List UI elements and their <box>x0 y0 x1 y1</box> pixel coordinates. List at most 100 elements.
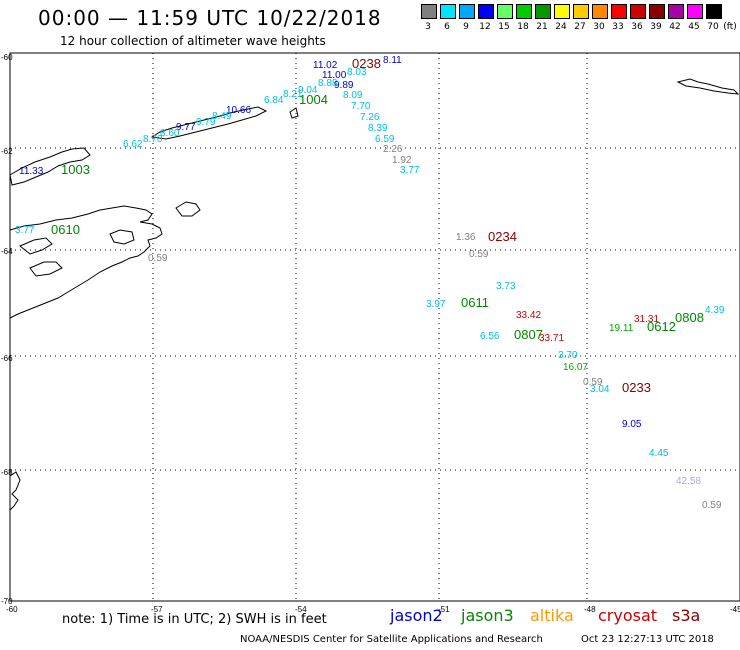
wave-height-value: 1.36 <box>456 232 476 243</box>
legend-swatch <box>573 4 589 19</box>
wave-height-value: 8.49 <box>212 111 232 122</box>
note-text: note: 1) Time is in UTC; 2) SWH is in fe… <box>62 612 327 627</box>
wave-height-value: 1.92 <box>392 155 412 166</box>
legend-label: 3 <box>425 22 431 32</box>
wave-height-value: 8.21 <box>283 89 303 100</box>
credit-text: NOAA/NESDIS Center for Satellite Applica… <box>240 634 543 645</box>
map-frame <box>9 52 740 602</box>
timestamp-text: Oct 23 12:27:13 UTC 2018 <box>581 634 714 645</box>
legend-swatch <box>687 4 703 19</box>
legend-swatch <box>478 4 494 19</box>
pass-time-label: 0238 <box>352 56 381 71</box>
wave-height-value: 8.09 <box>343 90 363 101</box>
wave-height-value: 0.59 <box>583 377 603 388</box>
latitude-label: -70 <box>1 597 13 606</box>
wave-height-value: 8.11 <box>383 55 402 66</box>
legend-swatch <box>668 4 684 19</box>
legend-label: 45 <box>688 22 700 32</box>
island-coast <box>109 229 135 245</box>
wave-height-value: 9.79 <box>196 117 216 128</box>
legend-swatch <box>516 4 532 19</box>
wave-height-value: 7.70 <box>351 101 371 112</box>
longitude-label: -57 <box>151 605 163 614</box>
latitude-label: -64 <box>1 247 13 256</box>
latitude-label: -60 <box>1 53 13 62</box>
wave-height-value: 9.04 <box>298 85 318 96</box>
wave-height-value: 11.00 <box>322 70 347 81</box>
wave-height-value: 33.71 <box>539 333 564 344</box>
longitude-label: -48 <box>584 605 596 614</box>
map-title: 00:00 — 11:59 UTC 10/22/2018 <box>38 6 382 30</box>
wave-height-value: 42.58 <box>676 476 701 487</box>
wave-height-value: 4.39 <box>705 305 725 316</box>
legend-label: 6 <box>444 22 450 32</box>
legend-label: 70 <box>707 22 719 32</box>
wave-height-value: 33.42 <box>516 310 541 321</box>
wave-height-value: 8.60 <box>160 128 180 139</box>
legend-swatch <box>706 4 722 19</box>
wave-height-value: 8.03 <box>347 67 367 78</box>
wave-height-value: 10.66 <box>226 105 251 116</box>
pass-time-label: 0610 <box>51 222 80 237</box>
legend-label: 36 <box>631 22 643 32</box>
wave-height-value: 6.56 <box>480 331 500 342</box>
legend-label: 15 <box>498 22 510 32</box>
wave-height-value: 3.97 <box>426 299 446 310</box>
latitude-label: -66 <box>1 354 13 363</box>
legend-swatch <box>649 4 665 19</box>
wave-height-value: 31.31 <box>634 314 659 325</box>
map-subtitle: 12 hour collection of altimeter wave hei… <box>60 34 326 48</box>
legend-swatch <box>459 4 475 19</box>
latitude-label: -62 <box>1 147 13 156</box>
legend-label: 27 <box>574 22 586 32</box>
island-coast <box>676 78 740 95</box>
wave-height-value: 0.59 <box>148 253 168 264</box>
legend-label: 24 <box>555 22 567 32</box>
legend-swatch <box>630 4 646 19</box>
pass-time-label: 0234 <box>488 229 517 244</box>
island-coast <box>175 201 201 217</box>
legend-swatch <box>497 4 513 19</box>
legend-swatch <box>554 4 570 19</box>
satellite-name: jason2 <box>390 606 443 625</box>
legend-label: 33 <box>612 22 624 32</box>
latitude-label: -68 <box>1 468 13 477</box>
wave-height-value: 2.26 <box>383 144 403 155</box>
wave-height-value: 3.04 <box>590 384 610 395</box>
pass-time-label: 0233 <box>622 380 651 395</box>
wave-height-value: 9.05 <box>622 419 642 430</box>
wave-height-value: 0.59 <box>469 249 489 260</box>
coast-line <box>9 471 21 511</box>
wave-height-value: 9.89 <box>334 80 354 91</box>
pass-time-label: 0807 <box>514 327 543 342</box>
wave-height-value: 8.70 <box>143 134 163 145</box>
wave-height-value: 6.59 <box>375 134 395 145</box>
longitude-label: -54 <box>295 605 307 614</box>
wave-height-value: 3.77 <box>400 165 420 176</box>
island-coast <box>19 237 53 255</box>
wave-height-value: 9.77 <box>176 122 196 133</box>
wave-height-value: 3.77 <box>15 225 35 236</box>
wave-height-value: 6.84 <box>264 95 284 106</box>
island-coast <box>9 147 91 186</box>
pass-time-label: 0611 <box>461 295 489 310</box>
wave-height-value: 3.70 <box>558 350 578 361</box>
longitude-label: -45 <box>730 605 740 614</box>
legend-label: 9 <box>463 22 469 32</box>
graticule <box>10 53 740 601</box>
legend-swatch <box>592 4 608 19</box>
satellite-name: jason3 <box>461 606 514 625</box>
satellite-name: cryosat <box>598 606 658 625</box>
legend-swatch <box>535 4 551 19</box>
wave-height-value: 11.02 <box>313 60 338 71</box>
satellite-name: altika <box>530 606 574 625</box>
legend-label: 21 <box>536 22 548 32</box>
legend-unit: (ft) <box>723 22 737 32</box>
legend-label: 39 <box>650 22 662 32</box>
wave-height-value: 3.73 <box>496 281 516 292</box>
legend-label: 42 <box>669 22 681 32</box>
axis-labels: -60-62-64-66-68-70-60 -57 -54 -51 -48 -45 <box>1 53 740 614</box>
island-coast <box>29 261 63 277</box>
island-coast <box>150 106 268 140</box>
wave-height-value: 19.11 <box>609 323 634 334</box>
